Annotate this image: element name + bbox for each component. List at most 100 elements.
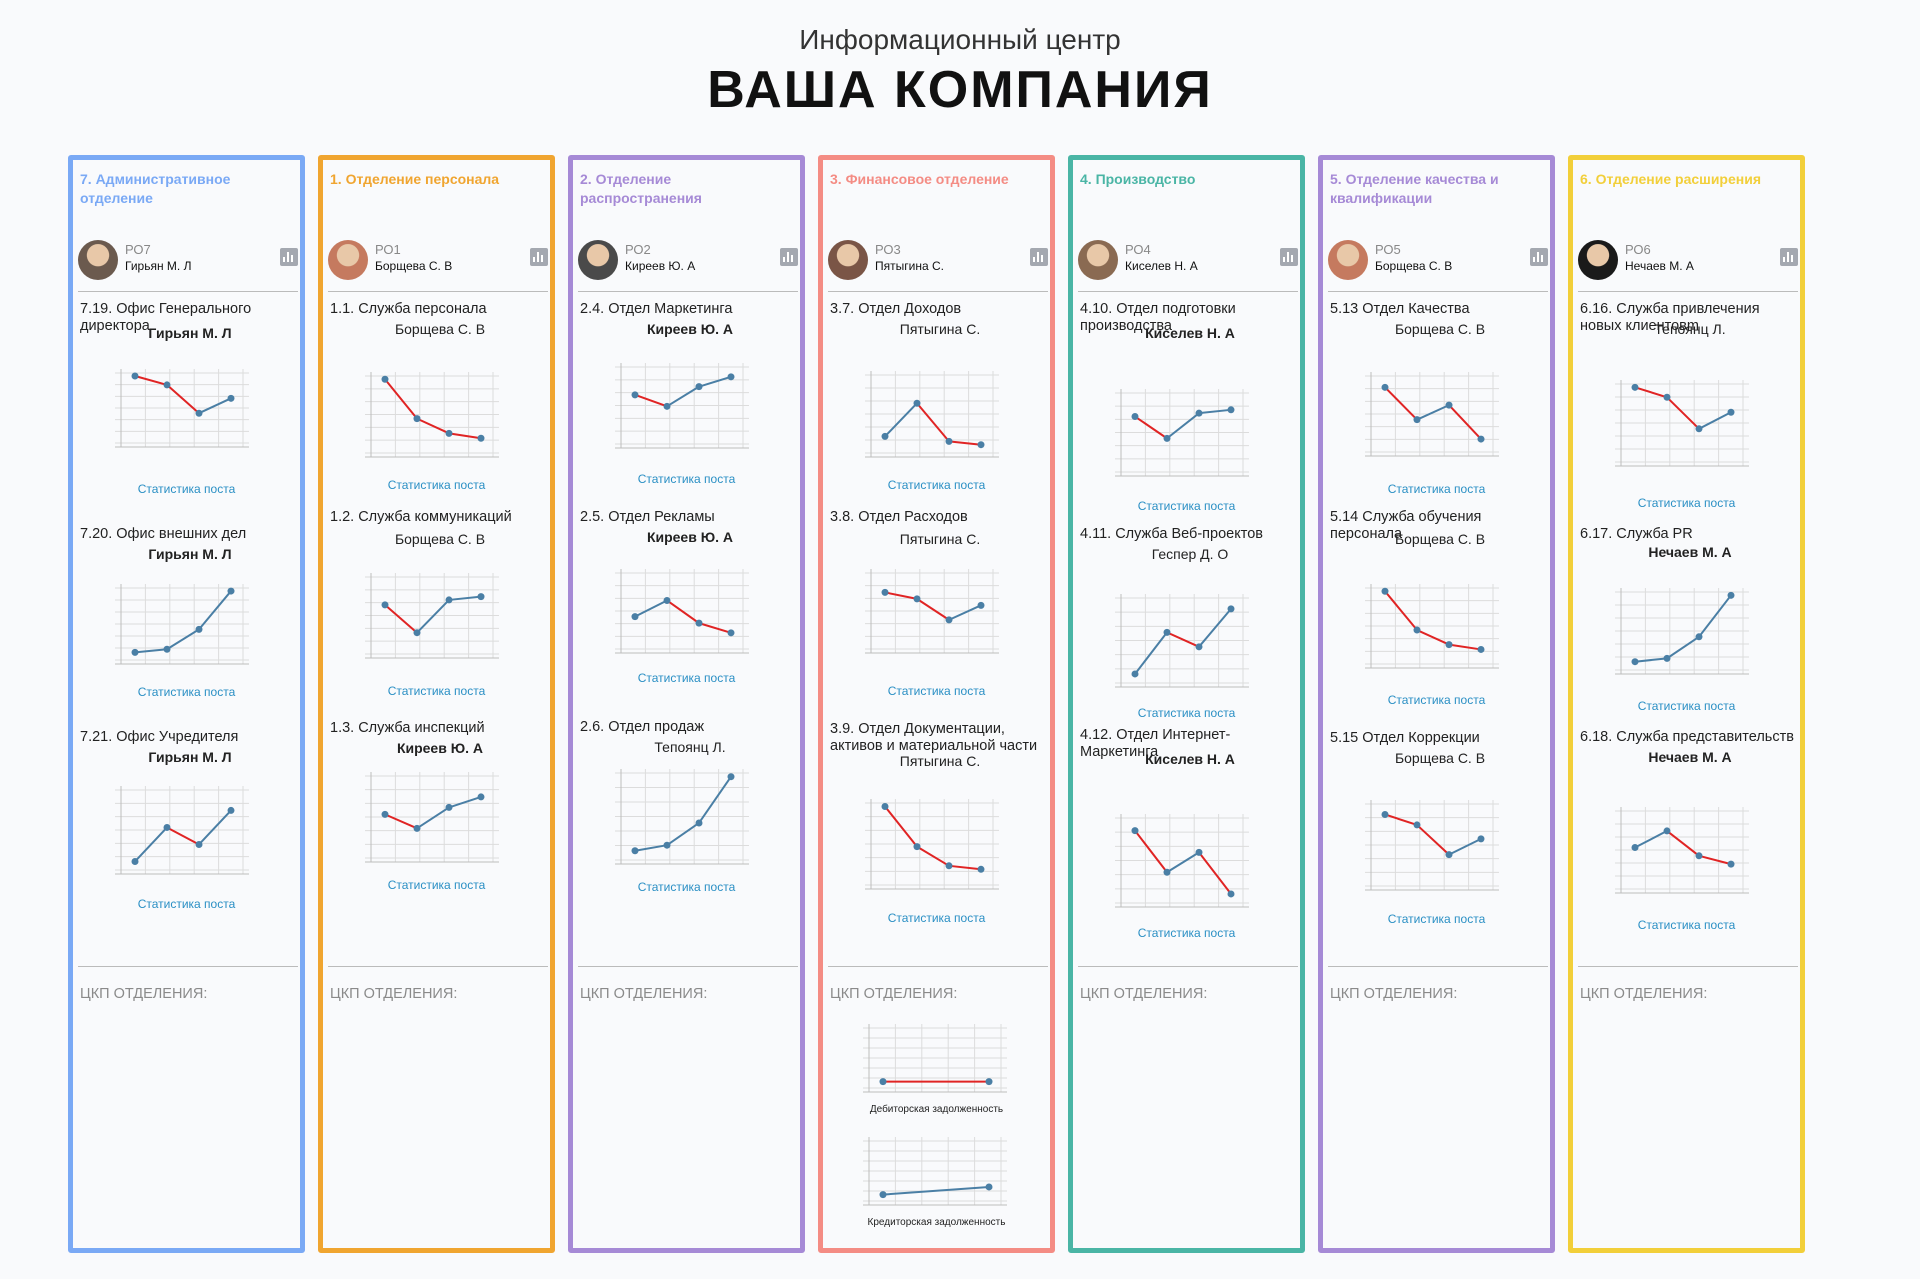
chart-point <box>913 399 921 407</box>
chart-segment <box>1384 813 1418 826</box>
statistics-link[interactable]: Статистика поста <box>1637 699 1736 713</box>
chart-point <box>977 865 985 873</box>
post-code: РО4 <box>1125 242 1151 257</box>
department-title: 5. Отделение качества и квалификации <box>1330 171 1499 206</box>
statistics-link[interactable]: Статистика поста <box>887 478 986 492</box>
head-of-department: РО1 Борщева С. В <box>328 240 548 282</box>
chart-point <box>1413 626 1421 634</box>
department-column: 7. Административное отделение РО7 Гирьян М… <box>68 155 305 1253</box>
chart-point <box>1195 848 1203 856</box>
statistics-link[interactable]: Статистика поста <box>1137 706 1236 720</box>
chart-point <box>631 391 639 399</box>
department-title: 3. Финансовое отделение <box>830 171 1009 187</box>
statistics-link[interactable]: Статистика поста <box>1637 918 1736 932</box>
post-title: 7.20. Офис внешних дел <box>80 526 247 542</box>
post-responsible: Геспер Д. О <box>1151 546 1229 562</box>
chart-segment <box>1666 830 1700 857</box>
person-name: Киселев Н. А <box>1125 259 1198 273</box>
ckp-chart <box>863 1024 1007 1093</box>
chart-point <box>985 1078 993 1086</box>
chart-grid <box>1365 800 1499 891</box>
post-statistics-chart <box>1115 814 1249 908</box>
statistics-link[interactable]: Статистика поста <box>1387 912 1486 926</box>
statistics-link[interactable]: Статистика поста <box>637 472 736 486</box>
department-title: 4. Производство <box>1080 171 1196 187</box>
ckp-label: ЦКП ОТДЕЛЕНИЯ: <box>1330 986 1458 1002</box>
chart-point <box>477 793 485 801</box>
ckp-label: ЦКП ОТДЕЛЕНИЯ: <box>1580 986 1708 1002</box>
department-title: 6. Отделение расширения <box>1580 171 1762 187</box>
chart-point <box>1445 851 1453 859</box>
chart-point <box>227 806 235 814</box>
bar-chart-icon[interactable] <box>1030 248 1048 266</box>
chart-segment <box>1198 608 1232 648</box>
chart-segment <box>1384 386 1418 421</box>
statistics-link[interactable]: Статистика поста <box>1637 496 1736 510</box>
avatar <box>78 240 118 280</box>
statistics-link[interactable]: Статистика поста <box>1387 482 1486 496</box>
chart-point <box>1477 435 1485 443</box>
chart-point <box>977 601 985 609</box>
chart-point <box>1727 408 1735 416</box>
post-statistics-chart <box>1365 584 1499 669</box>
chart-segment <box>1698 594 1732 638</box>
post-title: 2.4. Отдел Маркетинга <box>580 301 733 317</box>
bar-chart-icon[interactable] <box>780 248 798 266</box>
bar-chart-icon[interactable] <box>280 248 298 266</box>
post-title: 6.17. Служба PR <box>1580 526 1693 542</box>
chart-point <box>381 601 389 609</box>
bar-chart-icon[interactable] <box>1280 248 1298 266</box>
chart-point <box>663 596 671 604</box>
statistics-link[interactable]: Статистика поста <box>1137 926 1236 940</box>
post-responsible: Пятыгина С. <box>899 753 981 769</box>
avatar <box>1078 240 1118 280</box>
post-responsible: Борщева С. В <box>1394 321 1486 337</box>
post-statistics-chart <box>615 769 749 865</box>
chart-segment <box>1198 851 1232 895</box>
chart-point <box>881 432 889 440</box>
post-code: РО6 <box>1625 242 1651 257</box>
chart-segment <box>448 795 482 809</box>
statistics-link[interactable]: Статистика поста <box>637 880 736 894</box>
chart-point <box>413 629 421 637</box>
chart-point <box>227 587 235 595</box>
statistics-link[interactable]: Статистика поста <box>1387 693 1486 707</box>
bar-chart-icon[interactable] <box>1530 248 1548 266</box>
post-code: РО5 <box>1375 242 1401 257</box>
chart-point <box>985 1183 993 1191</box>
chart-segment <box>416 806 450 830</box>
chart-segment <box>198 590 232 631</box>
statistics-link[interactable]: Статистика поста <box>137 897 236 911</box>
post-statistics-chart <box>365 372 499 458</box>
bar-chart-icon[interactable] <box>1780 248 1798 266</box>
post-statistics-chart <box>1615 588 1749 675</box>
ckp-chart <box>863 1137 1007 1206</box>
chart-point <box>1163 868 1171 876</box>
bar-chart-icon[interactable] <box>530 248 548 266</box>
statistics-link[interactable]: Статистика поста <box>1137 499 1236 513</box>
divider <box>578 291 798 292</box>
ckp-label: ЦКП ОТДЕЛЕНИЯ: <box>80 986 208 1002</box>
post-title: 1.1. Служба персонала <box>330 301 487 317</box>
chart-segment <box>166 628 200 651</box>
statistics-link[interactable]: Статистика поста <box>887 684 986 698</box>
chart-segment <box>948 440 982 446</box>
person-name: Борщева С. В <box>1375 259 1453 273</box>
chart-point <box>727 373 735 381</box>
statistics-link[interactable]: Статистика поста <box>887 911 986 925</box>
statistics-link[interactable]: Статистика поста <box>387 478 486 492</box>
statistics-link[interactable]: Статистика поста <box>637 671 736 685</box>
chart-point <box>131 857 139 865</box>
statistics-link[interactable]: Статистика поста <box>137 482 236 496</box>
post-statistics-chart <box>1115 594 1249 688</box>
chart-segment <box>1698 854 1732 866</box>
post-statistics-chart <box>865 799 999 890</box>
statistics-link[interactable]: Статистика поста <box>387 878 486 892</box>
chart-point <box>1227 890 1235 898</box>
statistics-link[interactable]: Статистика поста <box>137 685 236 699</box>
chart-grid <box>865 799 999 890</box>
department-column: 1. Отделение персонала РО1 Борщева С. В 1.1… <box>318 155 555 1253</box>
statistics-link[interactable]: Статистика поста <box>387 684 486 698</box>
divider <box>328 291 548 292</box>
department-column: 4. Производство РО4 Киселев Н. А 4.10. Отде… <box>1068 155 1305 1253</box>
